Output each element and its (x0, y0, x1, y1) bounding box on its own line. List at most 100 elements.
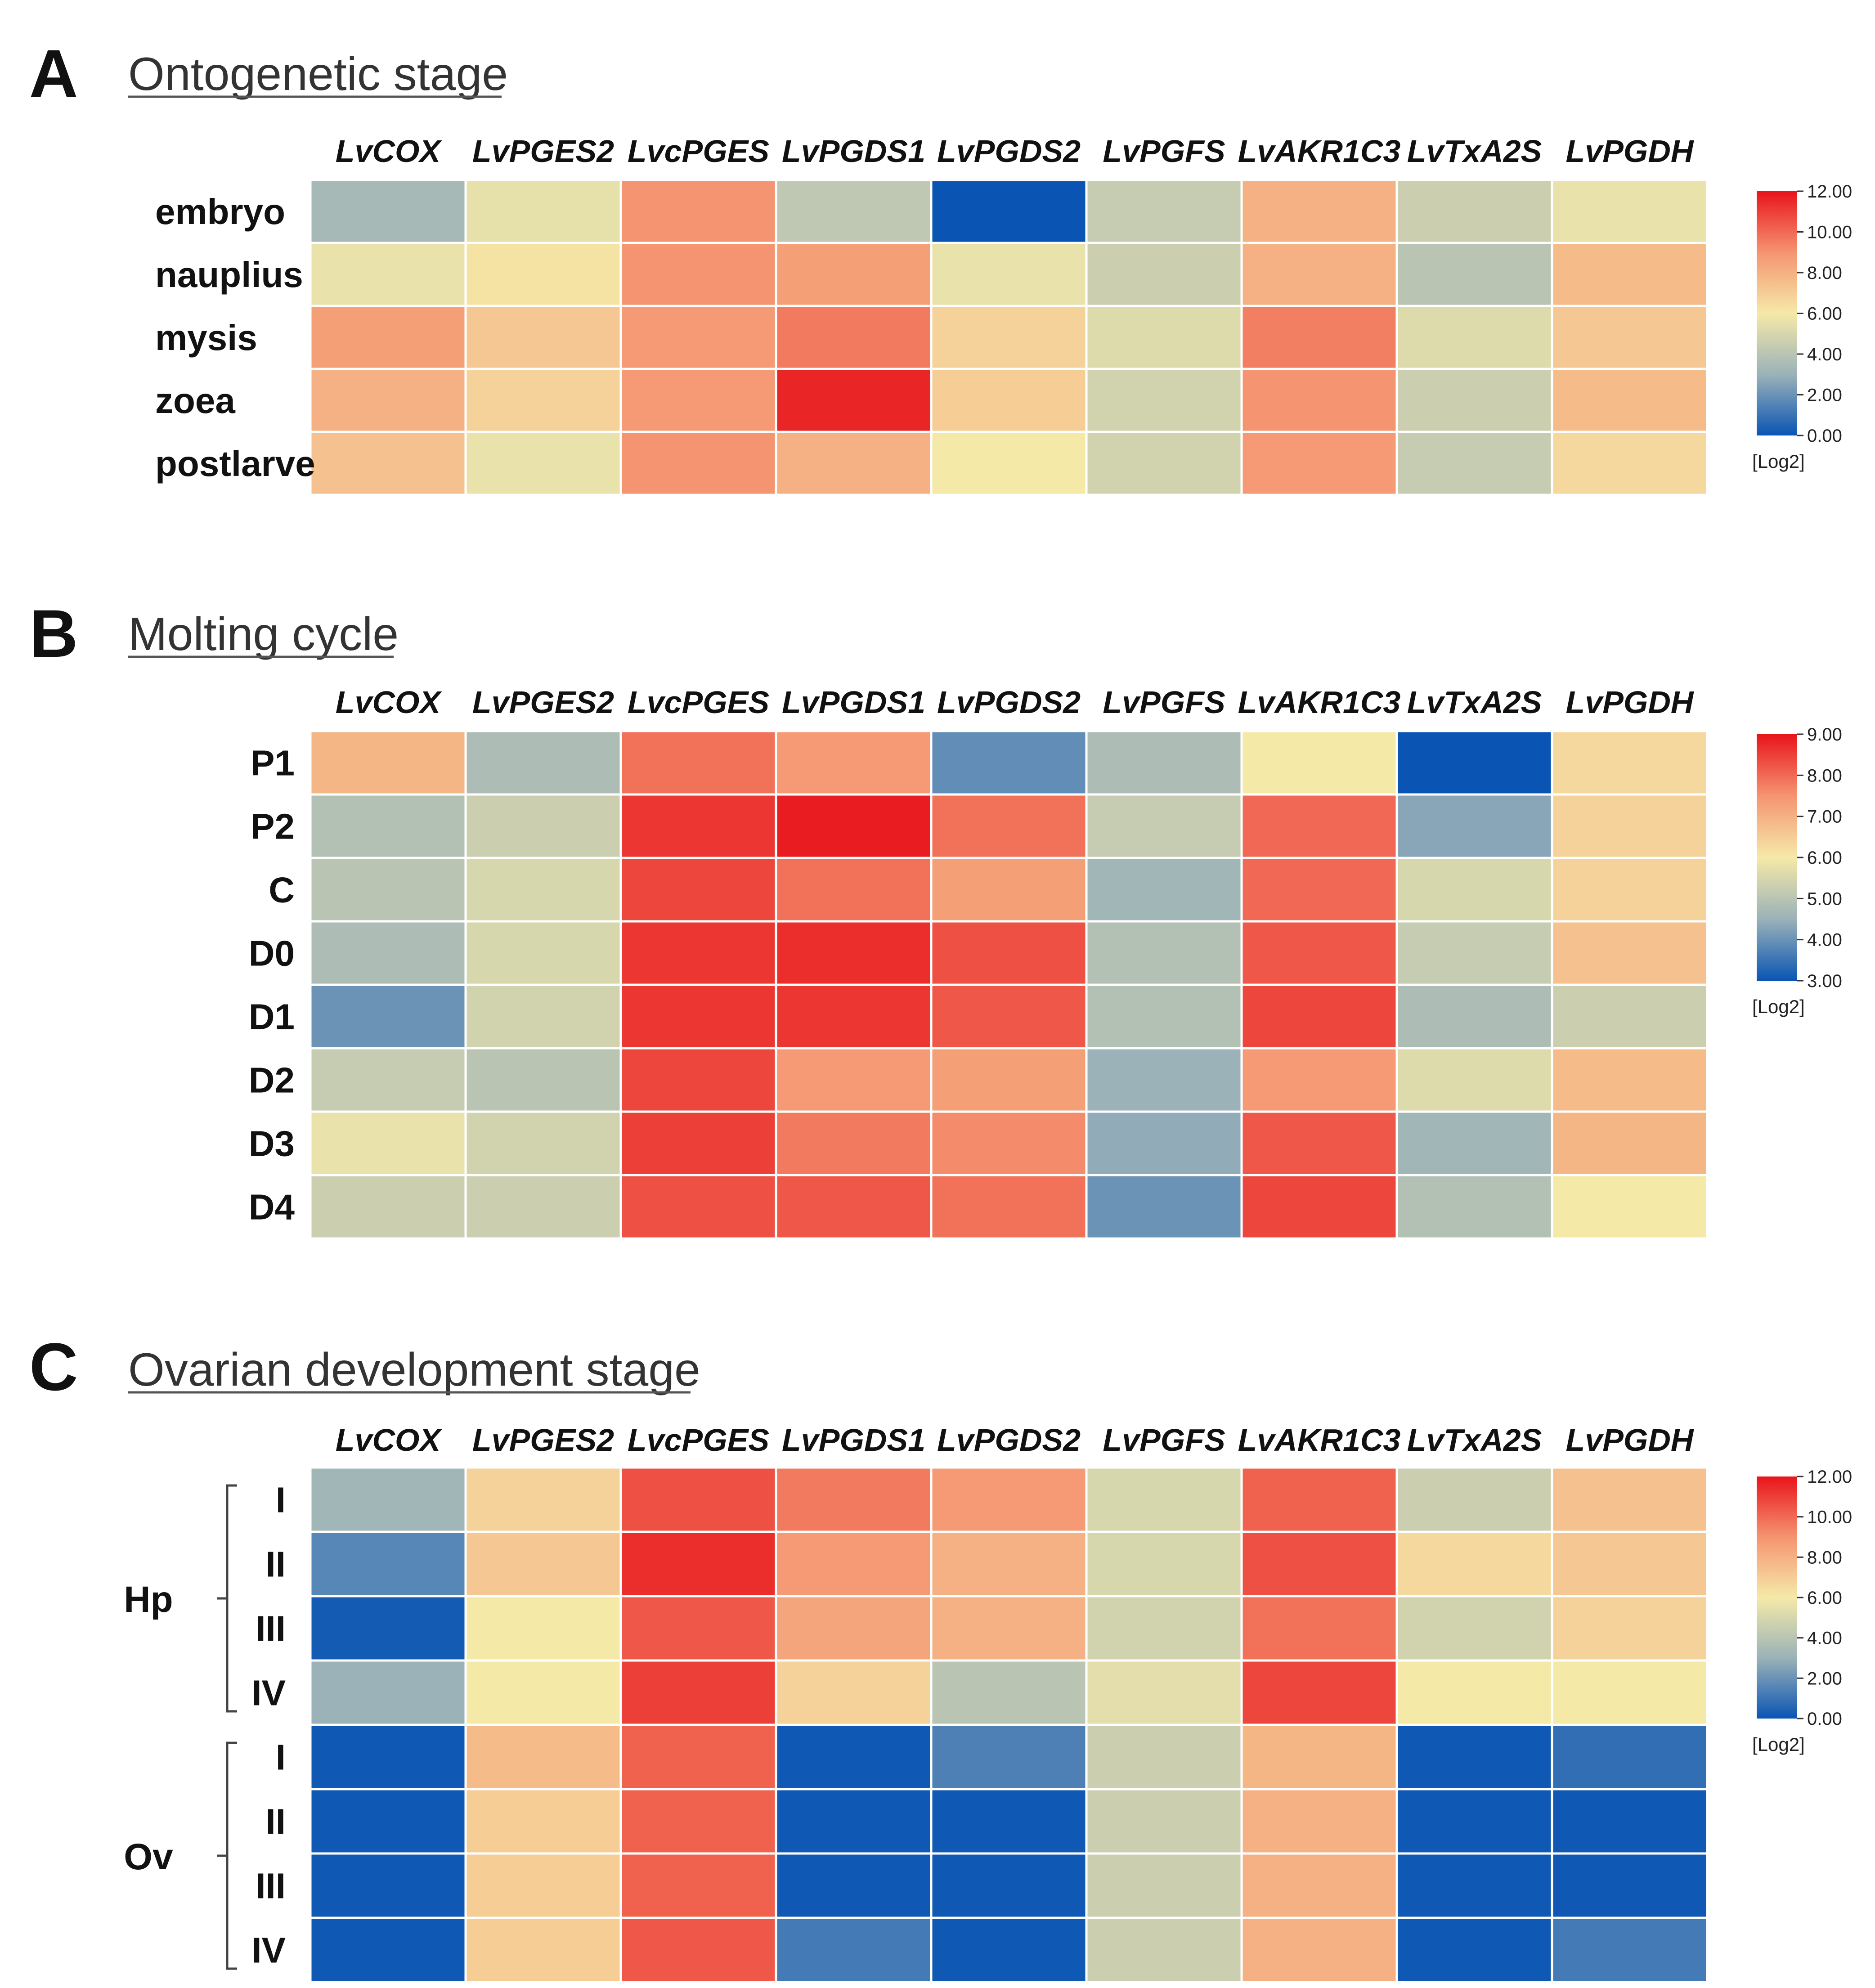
heatmap-cell (775, 368, 933, 433)
heatmap-cell (1240, 1174, 1398, 1240)
heatmap-cell (464, 1530, 622, 1598)
row-label: D4 (249, 1187, 295, 1227)
row-label: IV (251, 1930, 286, 1970)
column-label: LvPGDH (1566, 134, 1694, 169)
heatmap-cell (1240, 1723, 1398, 1791)
heatmap-cell (1085, 368, 1243, 433)
colorbar-tick-label: 2.00 (1807, 386, 1842, 405)
colorbar (1757, 1476, 1797, 1719)
heatmap-cell (464, 1916, 622, 1984)
heatmap-cell (1395, 1110, 1553, 1176)
panel-label: B (29, 596, 78, 671)
column-label: LvPGDS1 (782, 685, 925, 720)
heatmap-cell (1551, 1788, 1709, 1855)
panel-a: A Ontogenetic stage LvCOX LvPGES2 LvcPGES LvP… (29, 36, 1852, 496)
heatmap-cell (309, 242, 467, 307)
heatmap-cell (775, 1530, 933, 1598)
heatmap-cell (619, 1659, 777, 1726)
heatmap-cell (1085, 1659, 1243, 1726)
heatmap-cell (619, 1595, 777, 1662)
heatmap-cell (775, 1466, 933, 1533)
heatmap-cell (309, 793, 467, 859)
colorbar-unit: [Log2] (1752, 1734, 1805, 1755)
column-label: LvAKR1C3 (1238, 134, 1401, 169)
heatmap-cell (464, 1174, 622, 1240)
heatmap-cell (309, 1174, 467, 1240)
heatmap-cell (1085, 1788, 1243, 1855)
heatmap-cell (464, 983, 622, 1050)
heatmap-cell (619, 920, 777, 986)
heatmap-cell (1240, 1110, 1398, 1176)
heatmap-cell (309, 431, 467, 496)
heatmap-cell (464, 431, 622, 496)
heatmap-cell (464, 793, 622, 859)
heatmap-cell (1395, 1047, 1553, 1113)
heatmap-cell (309, 305, 467, 370)
heatmap-cell (1240, 242, 1398, 307)
colorbar (1757, 734, 1797, 981)
heatmap-cell (619, 1852, 777, 1919)
colorbar-tick-label: 4.00 (1807, 930, 1842, 950)
heatmap-cell (1551, 1916, 1709, 1984)
heatmap-cell (1551, 431, 1709, 496)
heatmap-cell (930, 1110, 1088, 1176)
column-label: LvPGDH (1566, 1423, 1694, 1458)
heatmap-cell (1395, 179, 1553, 244)
heatmap-cell (1085, 1110, 1243, 1176)
group-label: Ov (124, 1836, 173, 1877)
heatmap-cell (619, 431, 777, 496)
heatmap-cell (930, 983, 1088, 1050)
heatmap-cell (1395, 1659, 1553, 1726)
heatmap-cell (1240, 793, 1398, 859)
column-label: LvPGFS (1103, 1423, 1225, 1458)
column-label: LvPGFS (1103, 685, 1225, 720)
heatmap-cell (1085, 857, 1243, 923)
row-label: embryo (155, 192, 285, 232)
heatmap-cell (1551, 179, 1709, 244)
heatmap-cell (619, 1723, 777, 1791)
heatmap-cell (619, 793, 777, 859)
heatmap-cell (775, 1852, 933, 1919)
heatmap-cell (1240, 305, 1398, 370)
column-label: LvPGDS2 (937, 1423, 1081, 1458)
heatmap-cell (1240, 1659, 1398, 1726)
heatmap-cell (1551, 1110, 1709, 1176)
colorbar-tick-label: 4.00 (1807, 345, 1842, 364)
colorbar-tick-label: 7.00 (1807, 807, 1842, 827)
heatmap-cell (1551, 1174, 1709, 1240)
row-label: postlarve (155, 444, 315, 484)
colorbar-tick-label: 8.00 (1807, 766, 1842, 785)
heatmap-cell (1395, 242, 1553, 307)
heatmap-cell (1240, 1530, 1398, 1598)
heatmap-cell (1551, 368, 1709, 433)
heatmap-cell (309, 1852, 467, 1919)
column-label: LvCOX (336, 685, 443, 720)
colorbar-tick-label: 9.00 (1807, 725, 1842, 745)
row-label: IV (251, 1673, 286, 1713)
row-label: P2 (251, 807, 295, 847)
row-label: III (256, 1609, 286, 1649)
heatmap-cell (464, 1466, 622, 1533)
column-label: LvPGDS2 (937, 134, 1081, 169)
heatmap-cell (930, 1595, 1088, 1662)
heatmap-cell (464, 920, 622, 986)
row-label: III (256, 1866, 286, 1906)
heatmap-cell (1240, 1047, 1398, 1113)
heatmap-cell (775, 1916, 933, 1984)
panel-b: B Molting cycle LvCOX LvPGES2 LvcPGES LvPGDS1… (29, 596, 1842, 1240)
heatmap-cell (619, 730, 777, 796)
heatmap-cell (464, 1047, 622, 1113)
heatmap-cell (1085, 179, 1243, 244)
heatmap-cell (930, 920, 1088, 986)
heatmap-cell (1551, 1047, 1709, 1113)
heatmap-cell (775, 1723, 933, 1791)
heatmap-cell (775, 305, 933, 370)
colorbar-tick-label: 0.00 (1807, 1709, 1842, 1729)
heatmap-cell (775, 793, 933, 859)
heatmap-cell (309, 1659, 467, 1726)
column-label: LvPGDH (1566, 685, 1694, 720)
panel-c: C Ovarian development stage LvCOX LvPGES2 Lv… (29, 1329, 1852, 1984)
heatmap-cell (619, 983, 777, 1050)
heatmap-cell (309, 1595, 467, 1662)
heatmap-cell (930, 1047, 1088, 1113)
